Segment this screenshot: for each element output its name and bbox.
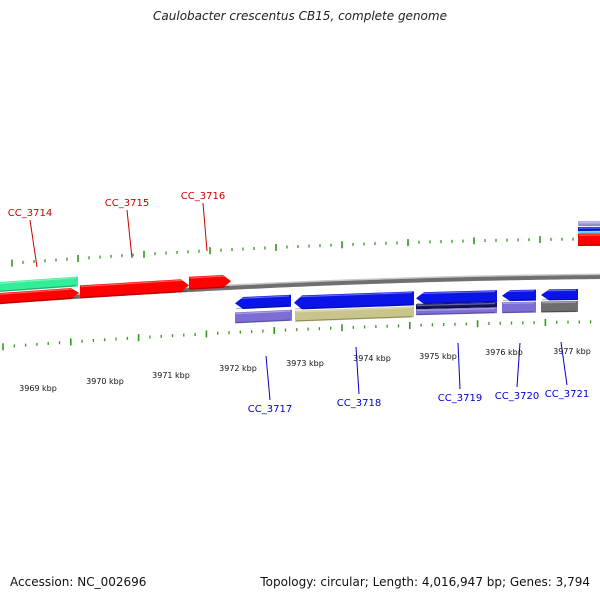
scale-label: 3969 kbp — [19, 384, 57, 393]
scale-label: 3975 kbp — [419, 352, 457, 361]
gene-block-cc-3714 — [0, 288, 79, 305]
scale-label: 3977 kbp — [553, 347, 591, 356]
feature-lavender-1 — [235, 309, 292, 324]
gene-block-cc-3719 — [416, 290, 497, 305]
feature-far-right-lavender — [578, 220, 600, 226]
gene-labels: CC_3714 CC_3715 CC_3716 CC_3717 CC_3718 CC_37… — [8, 191, 589, 415]
scale-label: 3970 kbp — [86, 377, 124, 386]
scale-label: 3974 kbp — [353, 354, 391, 363]
leader-cc-3719 — [457, 342, 461, 390]
leader-cc-3716 — [202, 202, 208, 252]
accession-text: Accession: NC_002696 — [10, 575, 147, 589]
gene-label-cc-3715: CC_3715 — [105, 198, 149, 209]
feature-lavender-3 — [502, 301, 536, 314]
gene-block-cc-3715 — [80, 279, 189, 299]
leader-cc-3718 — [355, 346, 360, 395]
feature-far-right-red — [578, 233, 600, 246]
leader-cc-3715 — [126, 209, 133, 259]
lower-tick-track — [2, 318, 592, 351]
scale-label: 3973 kbp — [286, 359, 324, 368]
gene-block-cc-3717 — [235, 294, 291, 310]
feature-gray — [541, 301, 578, 313]
scale-label: 3976 kbp — [485, 348, 523, 357]
gene-label-cc-3720: CC_3720 — [495, 391, 539, 402]
feature-navy — [416, 302, 497, 310]
gene-block-cc-3718 — [294, 291, 414, 310]
genome-summary-text: Topology: circular; Length: 4,016,947 bp… — [260, 575, 590, 589]
leader-cc-3717 — [265, 355, 271, 401]
gene-block-cc-3720 — [502, 289, 536, 302]
feature-blocks — [0, 220, 600, 324]
gene-block-cc-3721 — [541, 289, 578, 301]
feature-far-right-blue — [578, 226, 600, 231]
gene-label-cc-3718: CC_3718 — [337, 398, 381, 409]
map-title: Caulobacter crescentus CB15, complete ge… — [153, 9, 447, 23]
feature-khaki — [295, 306, 414, 322]
scale-label: 3971 kbp — [152, 371, 190, 380]
scale-label: 3972 kbp — [219, 364, 257, 373]
upper-tick-track — [11, 236, 596, 267]
leader-cc-3714 — [29, 219, 38, 268]
feature-lavender-2 — [416, 307, 497, 316]
feature-far-right-cyan — [578, 230, 600, 234]
gene-label-cc-3716: CC_3716 — [181, 191, 225, 202]
gene-label-cc-3721: CC_3721 — [545, 389, 589, 400]
scale-labels: 3969 kbp 3970 kbp 3971 kbp 3972 kbp 3973 kbp… — [19, 347, 591, 393]
gene-label-cc-3714: CC_3714 — [8, 208, 52, 219]
gene-block-cc-3716 — [189, 275, 231, 290]
label-leader-lines — [29, 202, 568, 401]
leader-cc-3720 — [516, 342, 521, 388]
feature-teal-forward — [0, 276, 78, 293]
gene-label-cc-3719: CC_3719 — [438, 393, 482, 404]
gene-label-cc-3717: CC_3717 — [248, 404, 292, 415]
leader-cc-3721 — [560, 341, 568, 386]
